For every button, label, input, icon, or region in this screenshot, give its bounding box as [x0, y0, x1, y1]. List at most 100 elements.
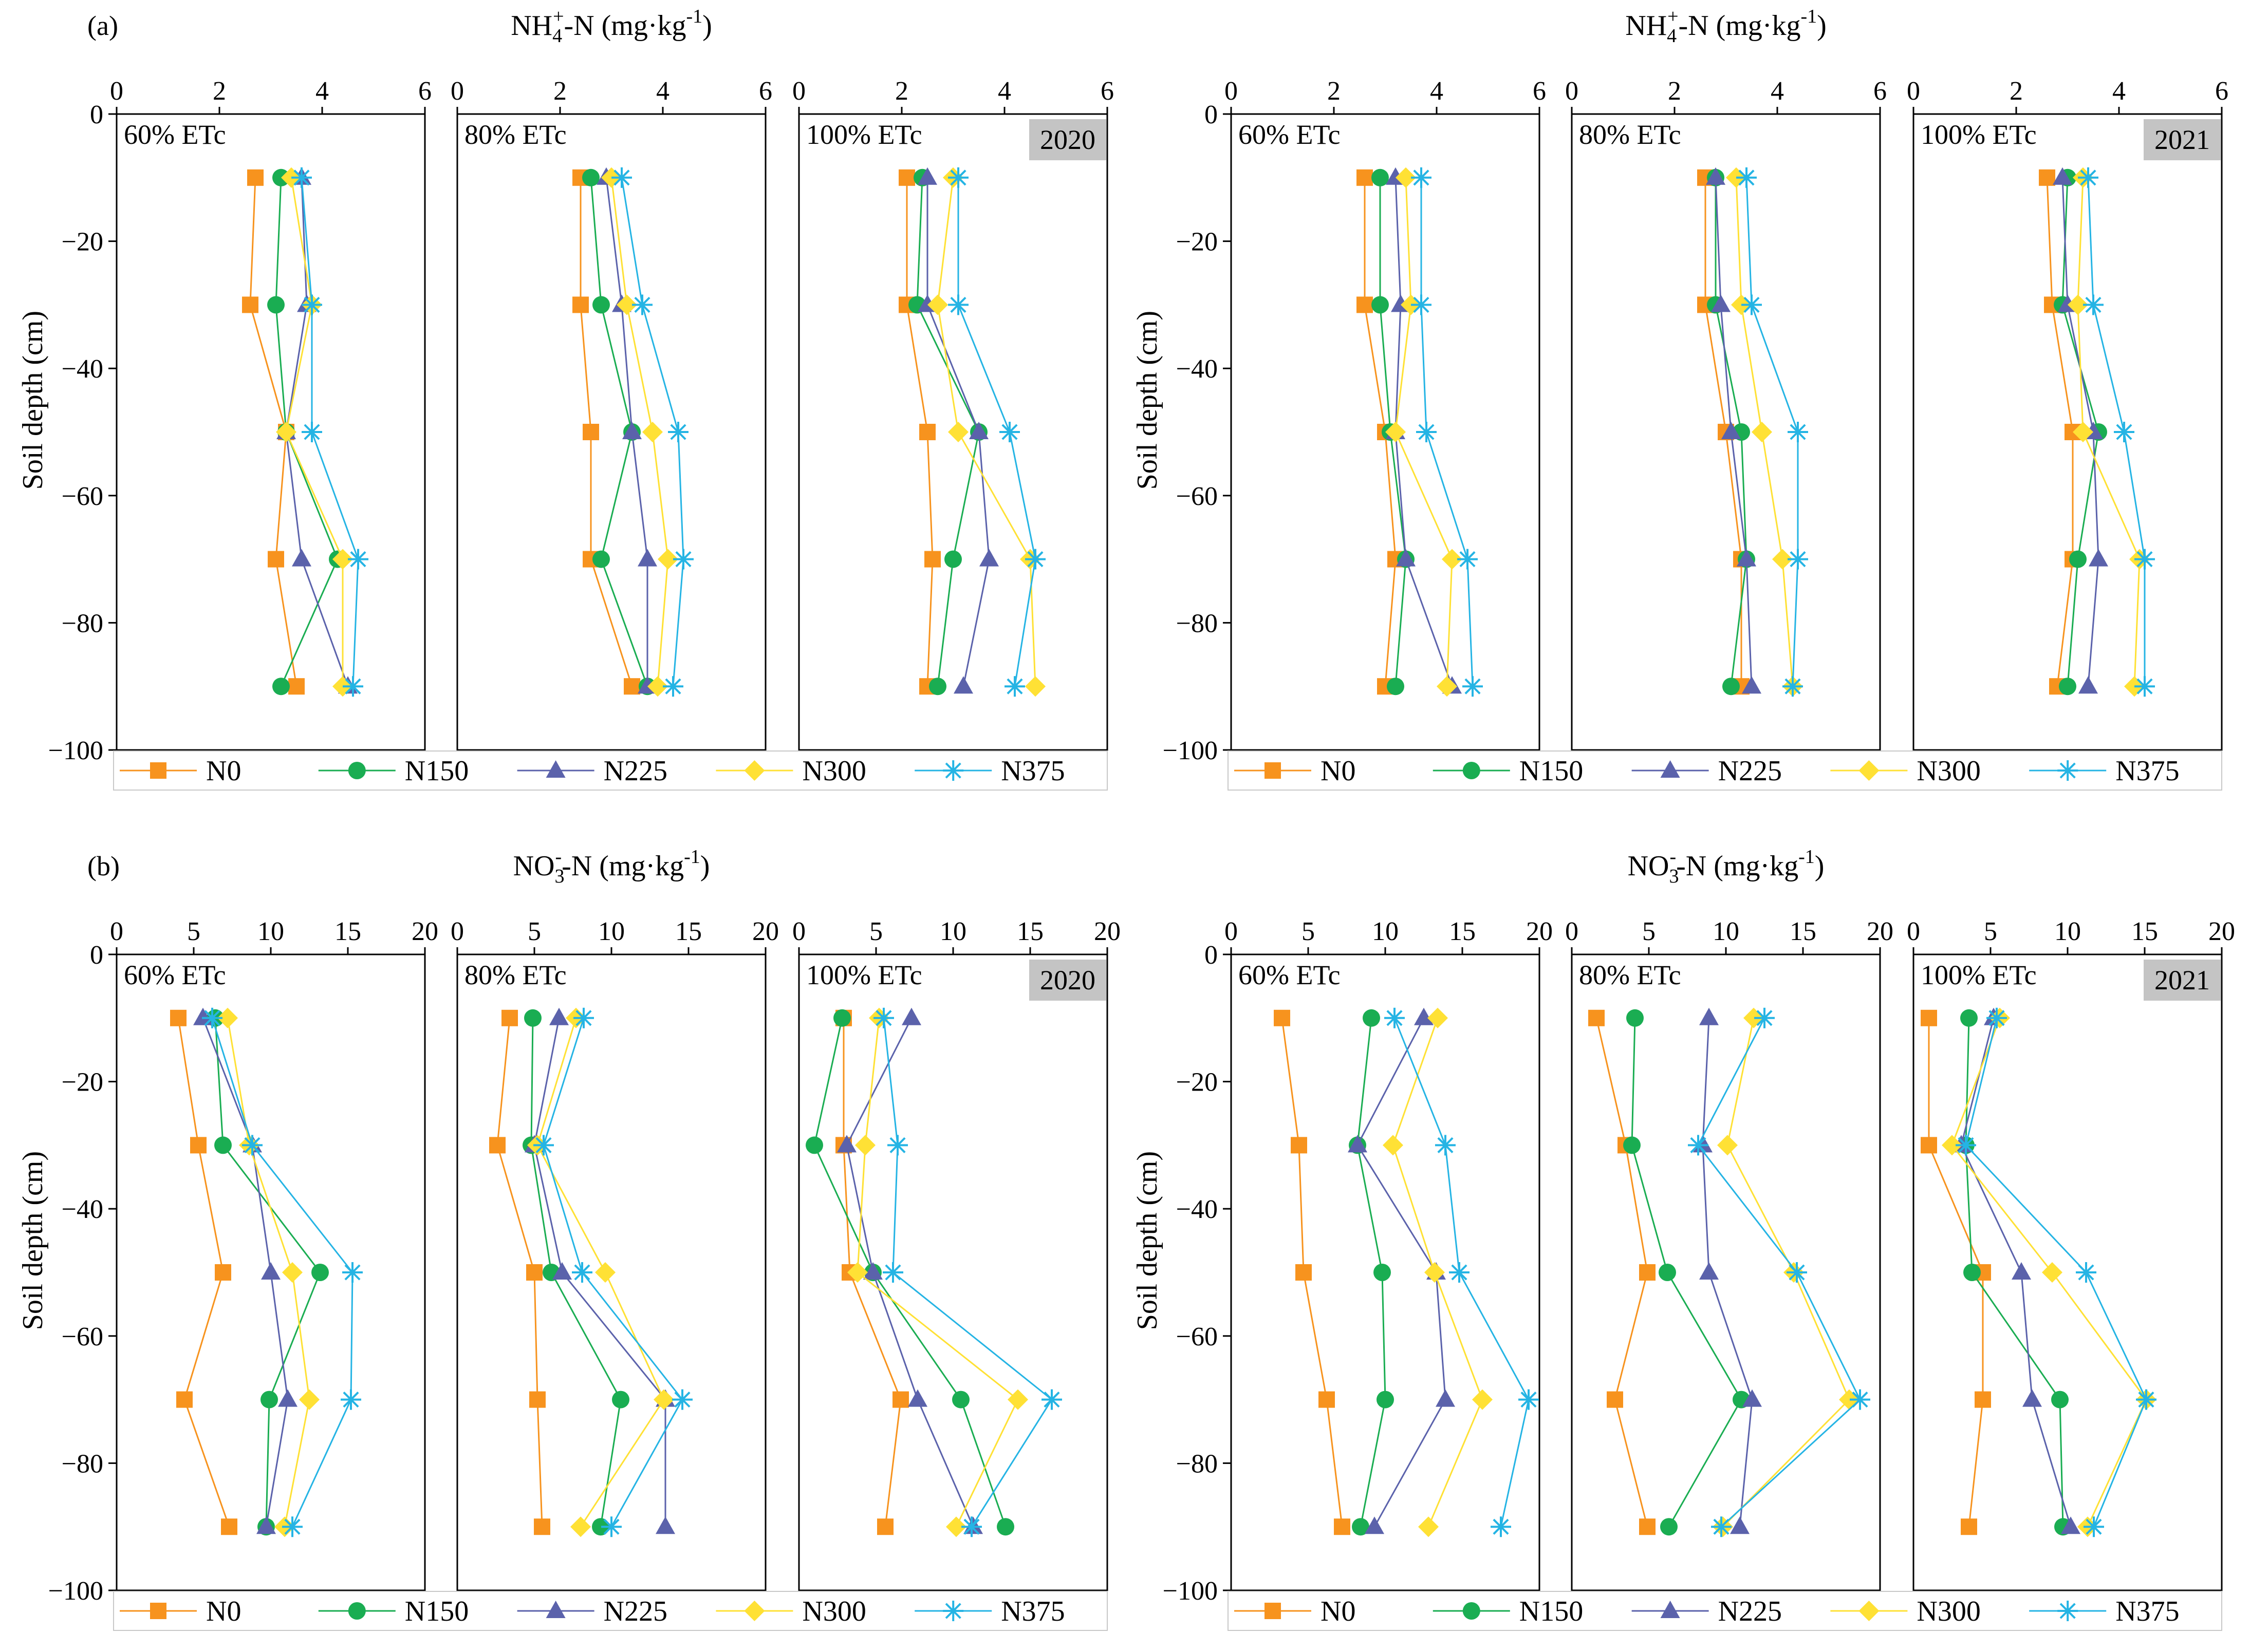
- legend-marker: [1660, 760, 1680, 778]
- data-point: [1588, 1009, 1605, 1026]
- legend-marker: [1462, 1602, 1480, 1620]
- data-point: [1788, 422, 1808, 442]
- data-point: [276, 422, 296, 442]
- etc-label: 60% ETc: [124, 960, 226, 990]
- data-point: [1356, 169, 1373, 186]
- year-label: 2021: [2154, 124, 2210, 155]
- data-point: [1384, 1007, 1405, 1028]
- data-point: [176, 1391, 193, 1408]
- data-point: [595, 1262, 616, 1283]
- data-point: [1414, 1007, 1434, 1025]
- data-point: [1722, 678, 1740, 696]
- y-tick-label: −100: [1163, 736, 1218, 765]
- data-point: [1371, 168, 1389, 186]
- subplot-2: 0 5 10 15 20 80% ETc: [1565, 917, 1893, 1591]
- plot-frame: [1912, 113, 2223, 751]
- data-point: [282, 1262, 303, 1283]
- year-badge: [1029, 960, 1106, 1001]
- data-point: [1737, 549, 1756, 567]
- series-N225: [193, 1007, 297, 1534]
- data-point: [1411, 167, 1431, 188]
- data-point: [1850, 1389, 1870, 1410]
- data-point: [1377, 1391, 1394, 1409]
- legend: N0 N150 N225 N300 N375: [1228, 750, 2222, 791]
- series-N300: [527, 1007, 674, 1537]
- data-point: [291, 167, 312, 188]
- legend-label: N225: [1718, 755, 1782, 787]
- data-point: [572, 296, 589, 313]
- y-tick-label: −100: [48, 736, 103, 765]
- x-tick-label: 20: [1867, 917, 1893, 946]
- y-tick-label: 0: [90, 941, 103, 970]
- x-tick-label: 15: [1449, 917, 1476, 946]
- x-tick-label: 15: [675, 917, 702, 946]
- data-point: [632, 294, 653, 315]
- legend-marker: [348, 762, 366, 779]
- x-tick-label: 2: [1327, 77, 1341, 106]
- data-point: [272, 678, 290, 696]
- data-point: [1942, 1135, 1962, 1156]
- x-tick-label: 0: [1565, 77, 1578, 106]
- year-label: 2021: [2154, 965, 2210, 996]
- data-point: [979, 549, 999, 567]
- data-point: [892, 1391, 909, 1408]
- legend-label: N0: [1321, 1595, 1355, 1627]
- x-tick-label: 2: [213, 77, 226, 106]
- data-point: [952, 1391, 970, 1409]
- x-tick-label: 10: [2054, 917, 2081, 946]
- series-line: [1281, 1018, 1343, 1527]
- y-tick-label: −20: [1176, 228, 1218, 257]
- data-point: [299, 1389, 320, 1410]
- legend-marker: [348, 1602, 366, 1620]
- x-tick-label: 10: [1713, 917, 1739, 946]
- x-tick-label: 6: [759, 77, 772, 106]
- chart-block-3: (b) NO3--N (mg·kg-1) Soil depth (cm) 0 −20 −4…: [17, 846, 1121, 1631]
- x-tick-label: 4: [1430, 77, 1443, 106]
- series-line: [957, 177, 1036, 687]
- data-point: [1449, 1262, 1470, 1283]
- data-point: [343, 676, 363, 697]
- data-point: [215, 1264, 231, 1281]
- x-tick-label: 2: [1668, 77, 1681, 106]
- data-point: [311, 1264, 329, 1281]
- x-tick-label: 20: [1094, 917, 1121, 946]
- data-point: [902, 1007, 921, 1025]
- data-point: [624, 678, 640, 695]
- data-point: [1787, 1262, 1807, 1283]
- data-point: [1025, 676, 1046, 697]
- data-point: [1334, 1518, 1350, 1535]
- etc-label: 80% ETc: [1579, 119, 1681, 150]
- subplot-3: 0 2 4 6 100% ETc 2020: [792, 77, 1114, 751]
- y-tick-label: −60: [1176, 1322, 1218, 1351]
- data-point: [663, 676, 683, 697]
- data-point: [642, 422, 663, 442]
- data-point: [2078, 167, 2098, 188]
- x-tick-label: 5: [869, 917, 883, 946]
- data-point: [1706, 167, 1725, 185]
- data-point: [1373, 1264, 1391, 1281]
- y-axis: 0 −20 −40 −60 −80 −100: [48, 941, 117, 1606]
- legend-marker: [744, 760, 765, 781]
- data-point: [1418, 1516, 1439, 1537]
- data-point: [221, 1518, 237, 1535]
- y-tick-label: −20: [1176, 1068, 1218, 1097]
- x-tick-label: 20: [752, 917, 779, 946]
- x-tick-label: 6: [2215, 77, 2228, 106]
- etc-label: 100% ETc: [806, 119, 922, 150]
- series-N0: [170, 1009, 237, 1535]
- legend: N0 N150 N225 N300 N375: [113, 750, 1108, 791]
- data-point: [1442, 549, 1462, 570]
- data-point: [573, 1007, 594, 1028]
- data-point: [489, 1137, 506, 1154]
- data-point: [1752, 422, 1772, 442]
- data-point: [1295, 1264, 1312, 1281]
- x-tick-label: 6: [1873, 77, 1887, 106]
- data-point: [611, 167, 632, 188]
- data-point: [2076, 1262, 2096, 1283]
- data-point: [524, 1009, 542, 1027]
- series-N375: [2078, 167, 2155, 697]
- data-point: [1956, 1135, 1976, 1156]
- x-tick-label: 6: [1101, 77, 1114, 106]
- data-point: [647, 676, 668, 697]
